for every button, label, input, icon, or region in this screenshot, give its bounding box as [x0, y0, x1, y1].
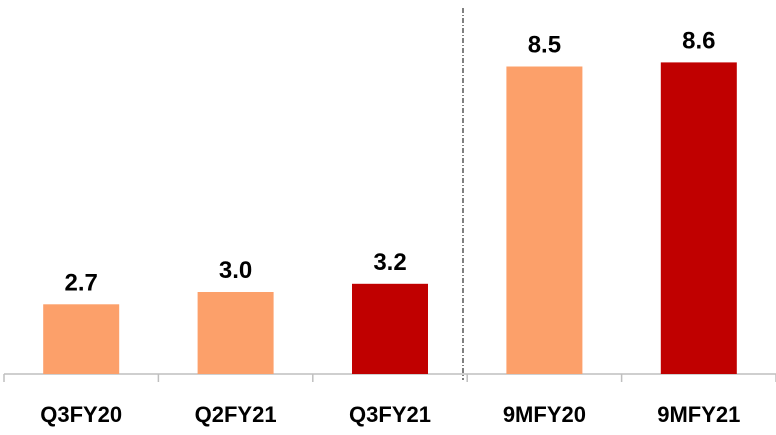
bar	[352, 283, 428, 374]
bar	[197, 292, 274, 374]
value-label: 3.0	[219, 257, 252, 284]
x-tick-label: 9MFY20	[503, 402, 586, 427]
x-tick-label: Q3FY20	[40, 402, 122, 427]
value-label: 8.6	[682, 27, 715, 54]
x-tick-label: Q3FY21	[349, 402, 431, 427]
bar	[660, 62, 737, 375]
value-label: 8.5	[528, 32, 561, 59]
x-tick-label: Q2FY21	[195, 402, 277, 427]
value-label: 3.2	[373, 249, 406, 276]
bar	[506, 66, 583, 374]
x-tick-label: 9MFY21	[657, 402, 740, 427]
bar	[43, 304, 120, 374]
value-label: 2.7	[65, 269, 98, 296]
